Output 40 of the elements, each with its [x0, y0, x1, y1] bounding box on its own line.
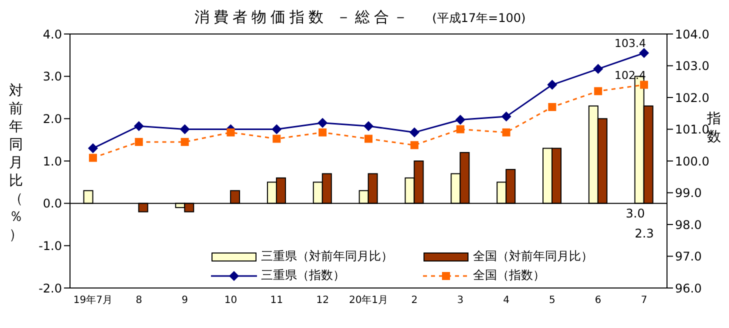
- x-tick-label: 19年7月: [73, 294, 113, 306]
- x-tick-label: 5: [549, 295, 556, 306]
- x-tick-label: 2: [411, 295, 418, 306]
- y2-axis-title: 指数: [707, 110, 722, 146]
- y-tick-label: -1.0: [38, 238, 62, 253]
- x-tick-label: 9: [182, 295, 188, 306]
- x-tick-label: 6: [594, 295, 602, 306]
- x-tick-label: 4: [503, 295, 510, 306]
- x-tick-label: 8: [136, 295, 142, 306]
- y-tick-label: 3.0: [42, 70, 62, 84]
- y2-tick-label: 100.0: [675, 154, 710, 168]
- y-tick-label: -2.0: [38, 281, 62, 296]
- data-label: 103.4: [614, 37, 646, 50]
- y2-tick-label: 99.0: [675, 186, 702, 200]
- x-tick-label: 11: [270, 295, 284, 306]
- x-tick-label: 3: [457, 295, 464, 306]
- legend-label: 三重県（指数）: [261, 267, 345, 284]
- y-tick-label: 4.0: [42, 27, 62, 42]
- y2-tick-label: 102.0: [675, 90, 710, 105]
- y2-tick-label: 97.0: [675, 250, 702, 264]
- y2-tick-label: 98.0: [675, 218, 702, 232]
- data-label: 2.3: [634, 226, 654, 240]
- x-tick-label: 10: [224, 295, 238, 306]
- x-tick-label: 7: [640, 295, 648, 306]
- data-label: 102.4: [614, 68, 646, 82]
- chart-subtitle: (平成17年=100): [432, 11, 526, 25]
- legend-label: 全国（対前年同月比）: [473, 248, 593, 265]
- y-tick-label: 2.0: [42, 112, 62, 126]
- y2-tick-label: 103.0: [675, 59, 710, 74]
- y-tick-label: 1.0: [42, 154, 62, 168]
- legend-label: 全国（指数）: [473, 267, 545, 284]
- x-tick-label: 20年1月: [348, 294, 388, 306]
- legend-label: 三重県（対前年同月比）: [261, 248, 393, 265]
- x-tick-label: 12: [316, 295, 329, 306]
- data-label: 3.0: [626, 206, 645, 220]
- y-tick-label: 0.0: [42, 196, 62, 211]
- chart-title: 消費者物価指数 －総合－: [194, 8, 412, 26]
- text: 対前年同月比（％）: [9, 83, 23, 243]
- y2-tick-label: 104.0: [675, 27, 710, 42]
- y2-tick-label: 96.0: [675, 281, 702, 296]
